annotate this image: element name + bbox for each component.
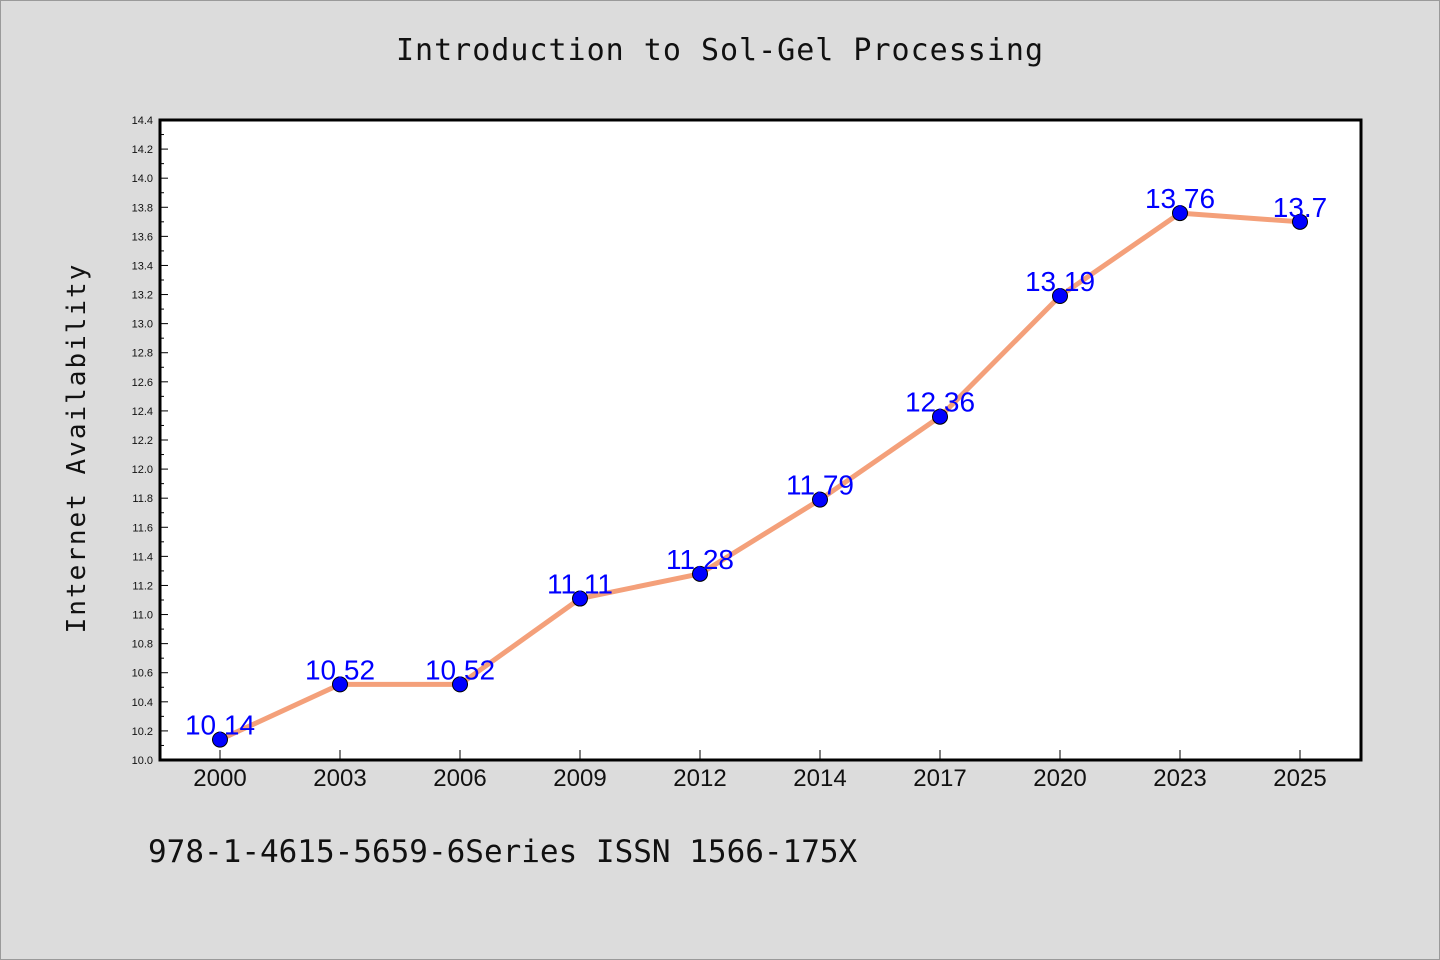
data-point: [1172, 205, 1188, 222]
data-point: [692, 565, 708, 582]
y-tick-label: 10.4: [132, 697, 153, 709]
data-label: 10.52: [305, 654, 375, 685]
y-axis: 10.0 10.2 10.4 10.6 10.8 11.0 11.2 11.4 11.6 11.8…: [132, 115, 168, 767]
x-tick-label: 2023: [1153, 765, 1206, 792]
x-tick-label: 2000: [193, 765, 246, 792]
data-point: [1292, 213, 1308, 230]
data-label: 13.19: [1025, 266, 1095, 297]
data-label: 10.52: [425, 654, 495, 685]
x-tick-label: 2014: [793, 765, 846, 792]
series-line: [218, 210, 1301, 742]
data-label: 12.36: [905, 387, 975, 418]
data-label: 11.11: [547, 569, 613, 600]
y-tick-label: 10.8: [132, 639, 153, 651]
y-axis-label: Internet Availability: [62, 263, 92, 634]
y-tick-label: 11.8: [132, 493, 153, 505]
y-tick-label: 11.0: [132, 610, 153, 622]
x-tick-label: 2025: [1273, 765, 1326, 792]
y-tick-label: 13.6: [132, 231, 153, 243]
data-point: [332, 676, 348, 693]
data-label: 13.7: [1273, 192, 1328, 223]
y-tick-label: 14.2: [132, 144, 153, 156]
y-tick-label: 11.2: [132, 580, 153, 592]
y-tick-label: 11.6: [132, 522, 153, 534]
y-tick-label: 14.0: [132, 173, 153, 185]
y-tick-label: 10.0: [132, 755, 153, 767]
x-tick-label: 2009: [553, 765, 606, 792]
data-point: [812, 491, 828, 508]
data-point: [572, 590, 588, 607]
data-point: [1052, 288, 1068, 304]
data-label: 11.79: [786, 470, 854, 501]
data-markers: [212, 205, 1308, 748]
x-tick-label: 2003: [313, 765, 366, 792]
data-labels: 10.14 10.52 10.52 11.11 11.28 11.79 12.36 13.19…: [185, 183, 1327, 741]
x-tick-label: 2020: [1033, 765, 1086, 792]
y-tick-label: 12.2: [132, 435, 153, 447]
data-label: 10.14: [185, 710, 255, 741]
data-label: 13.76: [1145, 183, 1215, 214]
x-axis: 2000 2003 2006 2009 2012 2014 2017 2020 2023 2025: [193, 750, 1327, 792]
y-tick-label: 13.4: [132, 260, 153, 272]
y-tick-label: 10.2: [132, 726, 153, 738]
y-tick-label: 14.4: [132, 115, 153, 127]
footer-text: 978-1-4615-5659-6Series ISSN 1566-175X: [148, 834, 858, 870]
x-tick-label: 2017: [913, 765, 966, 792]
y-tick-label: 13.2: [132, 290, 153, 302]
x-tick-label: 2006: [433, 765, 486, 792]
y-tick-label: 11.4: [132, 551, 153, 563]
y-tick-label: 12.4: [132, 406, 153, 418]
x-tick-label: 2012: [673, 765, 726, 792]
y-tick-label: 12.8: [132, 348, 153, 360]
data-label: 11.28: [666, 544, 734, 575]
y-tick-label: 12.0: [132, 464, 153, 476]
data-point: [932, 408, 948, 425]
y-tick-label: 10.6: [132, 668, 153, 680]
y-tick-label: 13.0: [132, 319, 153, 331]
data-point: [212, 731, 228, 748]
y-tick-label: 13.8: [132, 202, 153, 214]
y-tick-label: 12.6: [132, 377, 153, 389]
chart-title: Introduction to Sol-Gel Processing: [395, 33, 1045, 68]
data-point: [452, 676, 468, 693]
